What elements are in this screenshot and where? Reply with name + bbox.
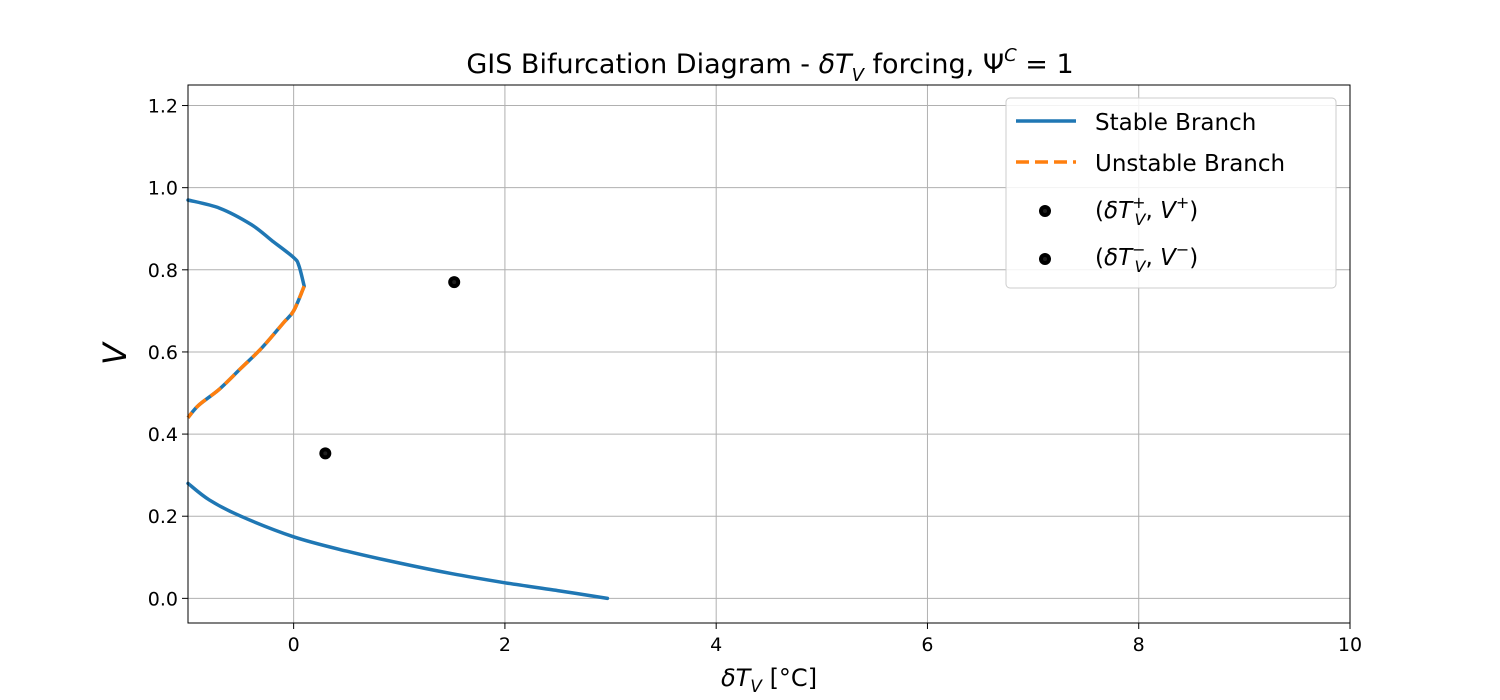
axis-ticks: 0 2 4 6 8 10 0.0 0.2 0.4 0.6 0.8 1.0 1.2 [148,96,1362,656]
y-tick-label: 1.2 [148,96,178,118]
x-tick-label: 10 [1338,634,1362,656]
y-tick-label: 0.8 [148,260,178,282]
unstable-branch [186,285,306,419]
x-tick-label: 0 [288,634,300,656]
y-tick-label: 0.6 [148,342,178,364]
legend-minus-marker-center [1043,257,1047,261]
y-tick-label: 0.4 [148,424,178,446]
legend-minus-label: (δT− V, V−) [1095,240,1198,276]
chart-title: GIS Bifurcation Diagram - δTV forcing, Ψ… [466,45,1073,86]
legend-stable-label: Stable Branch [1095,110,1256,136]
x-axis-label: δTV [°C] [721,664,817,697]
point-center [452,280,457,285]
x-tick-label: 4 [710,634,722,656]
y-tick-label: 0.0 [148,588,178,610]
legend: Stable Branch Unstable Branch (δT+ V, V+)… [1005,97,1337,289]
x-tick-label: 6 [921,634,933,656]
plot-frame [187,84,1351,624]
y-tick-label: 1.0 [148,178,178,200]
legend-frame [1005,97,1337,289]
legend-unstable-label: Unstable Branch [1095,151,1285,177]
x-tick-label: 2 [499,634,511,656]
y-tick-label: 0.2 [148,506,178,528]
legend-plus-label: (δT+ V, V+) [1095,193,1198,229]
point-center [323,451,328,456]
legend-plus-marker-center [1043,209,1047,213]
series-layer [186,198,610,601]
stable-branch-upper [186,198,306,288]
stable-branch-lower [186,481,610,601]
x-tick-label: 8 [1133,634,1145,656]
y-axis-label: V [96,341,134,365]
